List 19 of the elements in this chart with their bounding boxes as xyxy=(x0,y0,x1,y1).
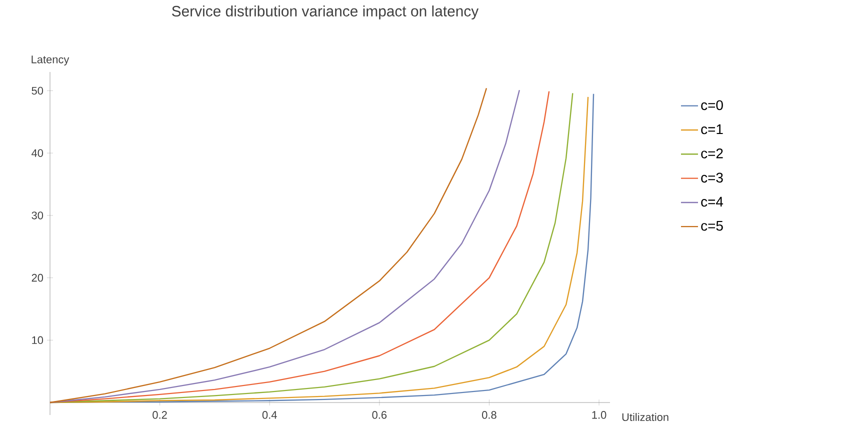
legend-label: c=1 xyxy=(701,124,723,134)
y-tick-label: 10 xyxy=(32,336,44,344)
legend-label: c=0 xyxy=(701,100,723,110)
y-tick-label: 30 xyxy=(32,212,44,220)
x-tick-label: 0.6 xyxy=(372,411,387,419)
y-tick-label: 20 xyxy=(32,274,44,282)
x-tick-label: 0.8 xyxy=(482,411,496,419)
y-tick-label: 40 xyxy=(32,149,44,157)
y-tick-label: 50 xyxy=(32,86,44,95)
legend-label: c=3 xyxy=(701,172,723,183)
legend-label: c=2 xyxy=(701,148,723,158)
chart-title: Service distribution variance impact on latency xyxy=(172,6,479,20)
y-axis-title: Latency xyxy=(32,56,70,66)
legend-label: c=4 xyxy=(701,196,724,207)
x-tick-label: 0.4 xyxy=(262,411,277,419)
x-tick-label: 1.0 xyxy=(592,411,606,419)
x-tick-label: 0.2 xyxy=(152,411,167,419)
legend-label: c=5 xyxy=(701,221,723,231)
x-axis-title: Utilization xyxy=(622,412,668,422)
